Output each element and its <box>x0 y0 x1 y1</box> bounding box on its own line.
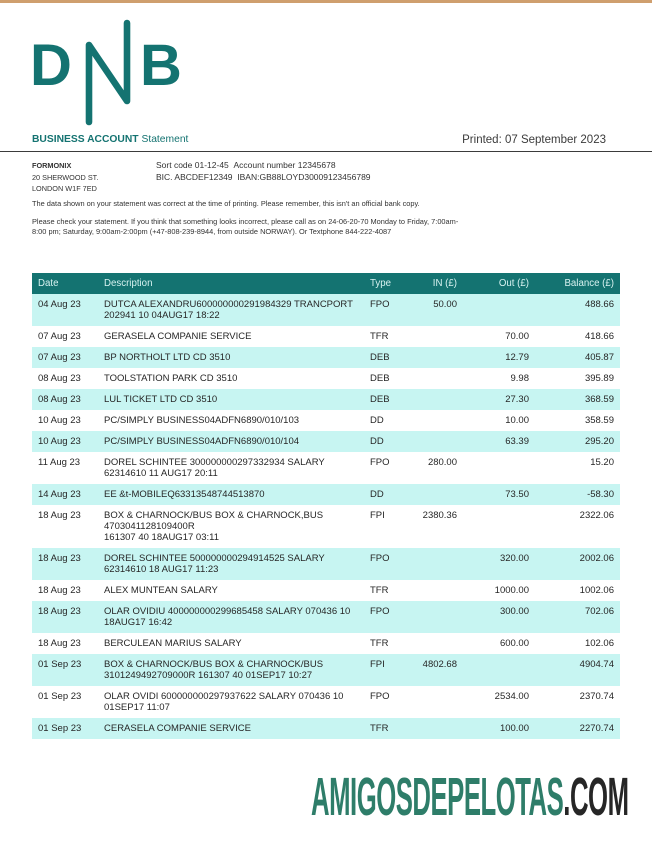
svg-text:B: B <box>140 33 182 98</box>
svg-text:D: D <box>30 33 72 98</box>
